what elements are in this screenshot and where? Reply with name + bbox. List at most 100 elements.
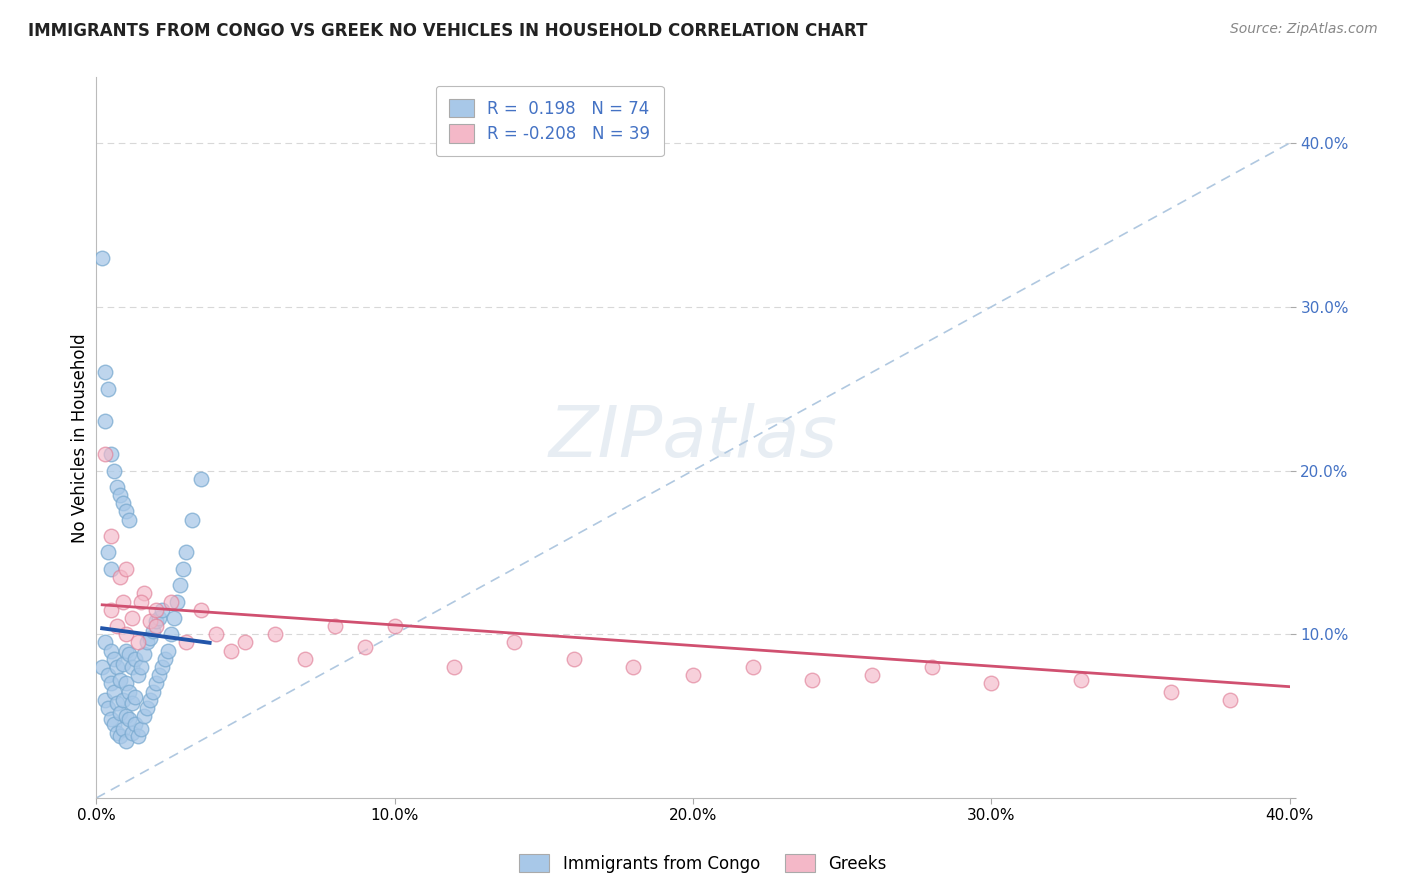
Point bbox=[108, 570, 131, 584]
Point bbox=[105, 480, 128, 494]
Point bbox=[132, 647, 155, 661]
Point bbox=[94, 635, 117, 649]
Point bbox=[124, 652, 146, 666]
Point bbox=[105, 725, 128, 739]
Point bbox=[108, 729, 131, 743]
Point bbox=[118, 713, 141, 727]
Point bbox=[108, 488, 131, 502]
Point bbox=[121, 660, 143, 674]
Point bbox=[163, 611, 186, 625]
Point bbox=[174, 635, 197, 649]
Point bbox=[443, 660, 465, 674]
Point bbox=[145, 619, 167, 633]
Point bbox=[127, 635, 149, 649]
Text: IMMIGRANTS FROM CONGO VS GREEK NO VEHICLES IN HOUSEHOLD CORRELATION CHART: IMMIGRANTS FROM CONGO VS GREEK NO VEHICL… bbox=[28, 22, 868, 40]
Point bbox=[235, 635, 257, 649]
Point bbox=[562, 652, 585, 666]
Point bbox=[142, 624, 165, 638]
Point bbox=[94, 447, 117, 461]
Point bbox=[115, 627, 138, 641]
Point bbox=[139, 631, 162, 645]
Point bbox=[682, 668, 704, 682]
Point bbox=[124, 717, 146, 731]
Point bbox=[219, 643, 242, 657]
Point bbox=[921, 660, 943, 674]
Point bbox=[159, 627, 181, 641]
Point bbox=[156, 643, 179, 657]
Point bbox=[105, 660, 128, 674]
Point bbox=[166, 594, 188, 608]
Text: ZIPatlas: ZIPatlas bbox=[548, 403, 838, 472]
Point bbox=[180, 513, 202, 527]
Point bbox=[148, 668, 170, 682]
Point bbox=[115, 504, 138, 518]
Point bbox=[121, 725, 143, 739]
Point bbox=[204, 627, 226, 641]
Point bbox=[129, 594, 152, 608]
Point bbox=[190, 472, 212, 486]
Point bbox=[353, 640, 375, 655]
Point bbox=[150, 603, 173, 617]
Point bbox=[105, 619, 128, 633]
Point bbox=[503, 635, 526, 649]
Point bbox=[159, 594, 181, 608]
Y-axis label: No Vehicles in Household: No Vehicles in Household bbox=[72, 333, 89, 542]
Point bbox=[323, 619, 346, 633]
Point bbox=[94, 365, 117, 379]
Point bbox=[97, 382, 120, 396]
Point bbox=[112, 657, 135, 671]
Point bbox=[741, 660, 763, 674]
Point bbox=[100, 447, 122, 461]
Point bbox=[108, 673, 131, 687]
Point bbox=[115, 562, 138, 576]
Point bbox=[127, 668, 149, 682]
Point bbox=[1219, 693, 1241, 707]
Point bbox=[384, 619, 406, 633]
Point bbox=[1070, 673, 1092, 687]
Point bbox=[97, 545, 120, 559]
Text: Source: ZipAtlas.com: Source: ZipAtlas.com bbox=[1230, 22, 1378, 37]
Point bbox=[115, 709, 138, 723]
Point bbox=[91, 251, 114, 265]
Point bbox=[115, 676, 138, 690]
Point bbox=[174, 545, 197, 559]
Point bbox=[103, 717, 125, 731]
Legend: R =  0.198   N = 74, R = -0.208   N = 39: R = 0.198 N = 74, R = -0.208 N = 39 bbox=[436, 86, 664, 156]
Point bbox=[115, 643, 138, 657]
Point bbox=[621, 660, 644, 674]
Point bbox=[124, 690, 146, 704]
Point bbox=[94, 414, 117, 428]
Point bbox=[129, 660, 152, 674]
Point bbox=[112, 496, 135, 510]
Point bbox=[112, 693, 135, 707]
Point bbox=[1160, 684, 1182, 698]
Point bbox=[121, 611, 143, 625]
Point bbox=[127, 729, 149, 743]
Point bbox=[142, 684, 165, 698]
Point bbox=[139, 693, 162, 707]
Point bbox=[118, 684, 141, 698]
Point bbox=[100, 529, 122, 543]
Point bbox=[115, 733, 138, 747]
Point bbox=[294, 652, 316, 666]
Point bbox=[801, 673, 824, 687]
Point bbox=[980, 676, 1002, 690]
Point bbox=[103, 652, 125, 666]
Point bbox=[97, 668, 120, 682]
Point bbox=[121, 696, 143, 710]
Point bbox=[169, 578, 191, 592]
Point bbox=[860, 668, 883, 682]
Point bbox=[100, 713, 122, 727]
Point bbox=[100, 643, 122, 657]
Point bbox=[190, 603, 212, 617]
Point bbox=[145, 676, 167, 690]
Point bbox=[136, 635, 159, 649]
Point bbox=[118, 647, 141, 661]
Point bbox=[112, 723, 135, 737]
Point bbox=[145, 603, 167, 617]
Point bbox=[103, 684, 125, 698]
Point bbox=[112, 594, 135, 608]
Point bbox=[118, 513, 141, 527]
Point bbox=[150, 660, 173, 674]
Point bbox=[100, 603, 122, 617]
